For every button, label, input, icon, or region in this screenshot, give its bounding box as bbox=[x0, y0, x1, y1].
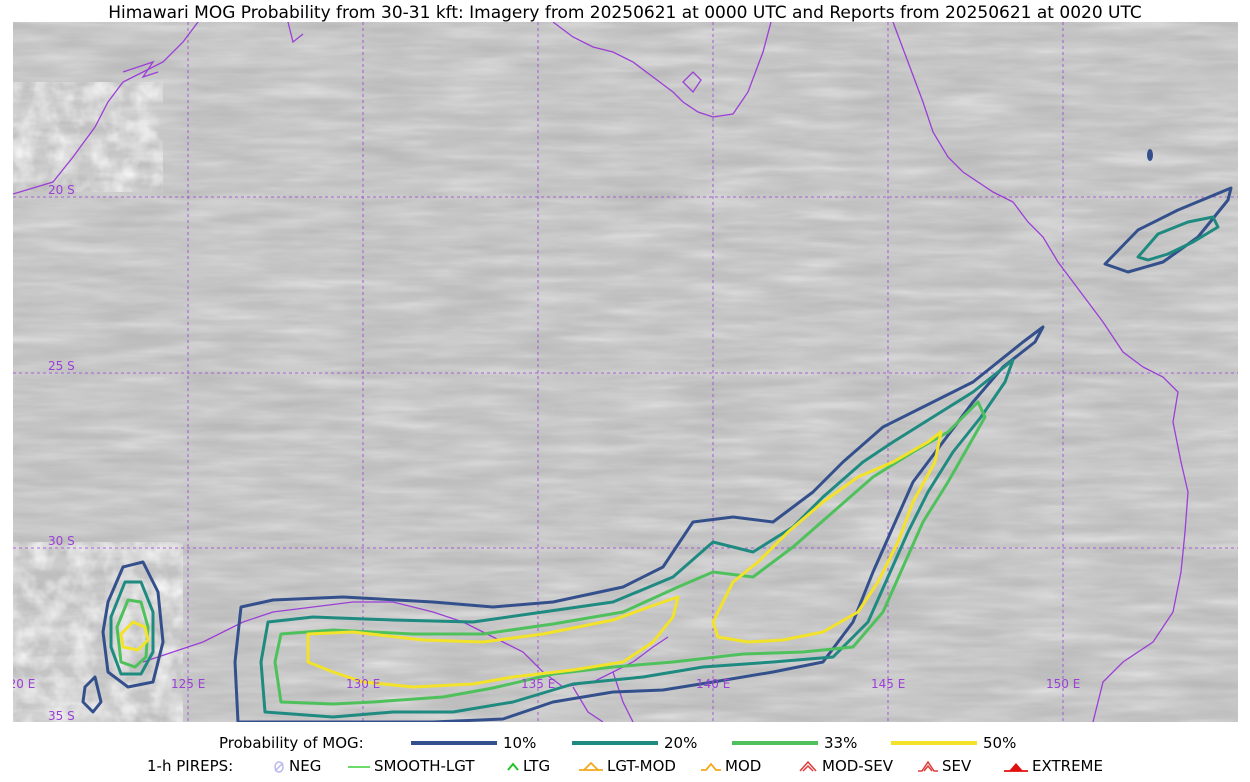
lon-label-120e: 120 E bbox=[13, 677, 35, 691]
contour-50pct bbox=[306, 595, 680, 689]
lat-label-35s: 35 S bbox=[48, 709, 75, 722]
legend-item-33pct: 33% bbox=[732, 732, 857, 754]
legend-label-lgt-mod: LGT-MOD bbox=[607, 757, 676, 775]
contour-10pct-ne bbox=[1103, 186, 1233, 274]
lat-label-25s: 25 S bbox=[48, 359, 75, 373]
smooth-lgt-icon bbox=[348, 766, 370, 768]
page-title: Himawari MOG Probability from 30-31 kft:… bbox=[108, 3, 1142, 23]
lon-label-125e: 125 E bbox=[171, 677, 205, 691]
contour-50pct-east bbox=[711, 430, 943, 644]
extreme-icon bbox=[1004, 763, 1028, 772]
swatch-33pct bbox=[732, 741, 818, 745]
imagery-texture bbox=[13, 22, 1238, 722]
island-mark bbox=[1147, 149, 1153, 161]
legend-item-mod: MOD bbox=[700, 755, 761, 777]
legend-label-mod: MOD bbox=[725, 757, 762, 775]
map-panel[interactable]: 20 S 25 S 30 S 35 S 120 E 125 E 130 E 13… bbox=[13, 22, 1238, 722]
lon-labels: 120 E 125 E 130 E 135 E 140 E 145 E 150 … bbox=[13, 677, 1080, 691]
lon-label-140e: 140 E bbox=[696, 677, 730, 691]
legend-label-mod-sev: MOD-SEV bbox=[822, 757, 893, 775]
lgt-mod-icon bbox=[579, 761, 603, 771]
legend-item-sev: SEV bbox=[917, 755, 971, 777]
legend-item-extreme: EXTREME bbox=[1003, 755, 1103, 777]
swatch-50pct bbox=[891, 741, 977, 745]
lat-label-20s: 20 S bbox=[48, 183, 75, 197]
lat-label-30s: 30 S bbox=[48, 534, 75, 548]
contour-20pct bbox=[259, 358, 1015, 719]
lon-label-150e: 150 E bbox=[1046, 677, 1080, 691]
legend-label-extreme: EXTREME bbox=[1032, 757, 1103, 775]
legend-label-smooth-lgt: SMOOTH-LGT bbox=[374, 757, 475, 775]
contour-10pct-w bbox=[101, 560, 165, 689]
gridlines bbox=[13, 22, 1238, 722]
neg-icon bbox=[274, 761, 284, 773]
pirep-legend: 1-h PIREPS: NEG SMOOTH-LGT LTG LGT-MOD M… bbox=[0, 755, 1250, 777]
legend-label-50pct: 50% bbox=[983, 734, 1017, 752]
bright-clouds bbox=[13, 82, 183, 722]
legend-label-neg: NEG bbox=[289, 757, 322, 775]
legend-item-lgt-mod: LGT-MOD bbox=[578, 755, 676, 777]
contour-10pct bbox=[233, 325, 1045, 722]
contour-20pct-ne bbox=[1136, 215, 1220, 262]
legend-item-ltg: LTG bbox=[506, 755, 550, 777]
legend-label-sev: SEV bbox=[942, 757, 972, 775]
swatch-10pct bbox=[411, 741, 497, 745]
sev-icon bbox=[918, 760, 938, 772]
pirep-legend-label: 1-h PIREPS: bbox=[147, 757, 234, 775]
legend-label-ltg: LTG bbox=[523, 757, 551, 775]
map-svg: 20 S 25 S 30 S 35 S 120 E 125 E 130 E 13… bbox=[13, 22, 1238, 722]
coastlines bbox=[13, 22, 1189, 722]
mod-icon bbox=[701, 762, 721, 771]
lon-label-145e: 145 E bbox=[871, 677, 905, 691]
legend-item-mod-sev: MOD-SEV bbox=[797, 755, 893, 777]
legend-item-neg: NEG bbox=[272, 755, 321, 777]
legend-label-33pct: 33% bbox=[824, 734, 858, 752]
swatch-20pct bbox=[572, 741, 658, 745]
contour-10pct-sw bbox=[81, 675, 103, 714]
legend-label-20pct: 20% bbox=[664, 734, 698, 752]
lat-labels: 20 S 25 S 30 S 35 S bbox=[48, 183, 75, 722]
legend-item-20pct: 20% bbox=[572, 732, 697, 754]
legend-item-smooth-lgt: SMOOTH-LGT bbox=[347, 755, 475, 777]
contour-33pct bbox=[273, 400, 987, 706]
contour-20pct-w bbox=[109, 580, 155, 676]
legend-item-50pct: 50% bbox=[891, 732, 1016, 754]
legend-label-10pct: 10% bbox=[503, 734, 537, 752]
probability-legend: Probability of MOG: 10% 20% 33% 50% bbox=[0, 732, 1250, 754]
probability-legend-label: Probability of MOG: bbox=[219, 734, 364, 752]
contour-50pct-w bbox=[119, 620, 150, 652]
legend-item-10pct: 10% bbox=[411, 732, 536, 754]
lon-label-135e: 135 E bbox=[521, 677, 555, 691]
ltg-icon bbox=[507, 762, 519, 771]
lon-label-130e: 130 E bbox=[346, 677, 380, 691]
mod-sev-icon bbox=[799, 760, 817, 772]
mog-contours bbox=[81, 186, 1233, 722]
